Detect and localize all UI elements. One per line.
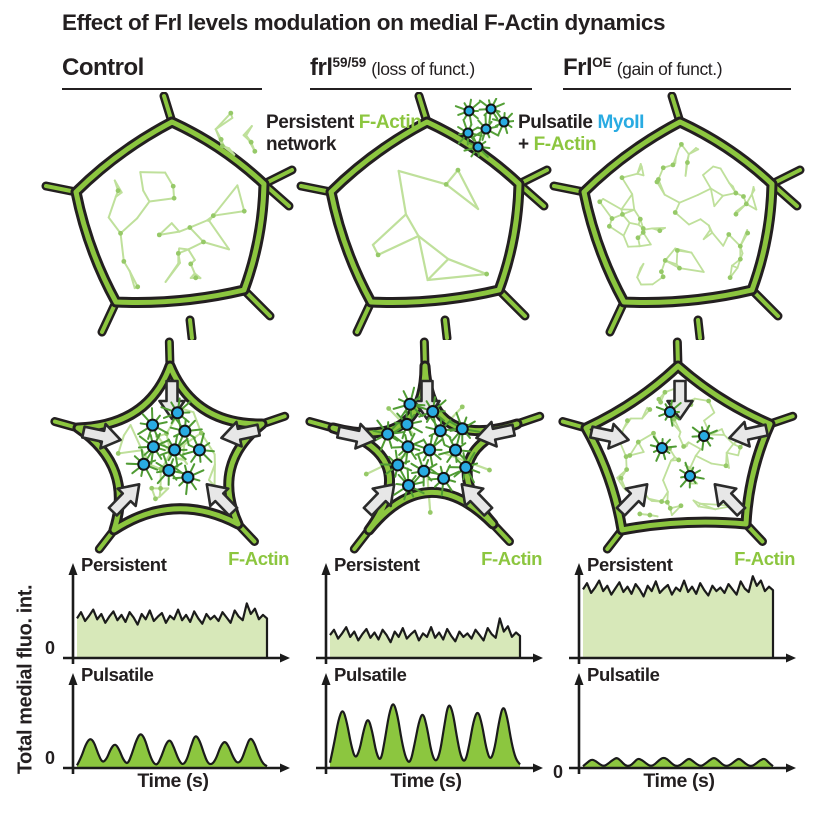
- control-cell-persistent-network: [40, 92, 298, 340]
- frloe-pulsatile-plot: [569, 673, 796, 774]
- time-axis-label: Time (s): [137, 770, 209, 792]
- frloe-persistent-plot: [569, 563, 796, 664]
- legend-myoii-word: MyoII: [597, 112, 644, 133]
- legend-pulsatile-word: Pulsatile: [518, 112, 593, 133]
- legend-pulsatile: Pulsatile MyoII + F-Actin: [518, 112, 644, 156]
- legend-factin-word: F-Actin: [533, 134, 597, 155]
- frl-lof-persistent-chart: Persistent F-Actin: [308, 548, 544, 676]
- frl-oe-pulsatile-chart: Pulsatile 0: [553, 664, 797, 786]
- column-header-frl-lof: frl59/59 (loss of funct.): [310, 54, 532, 90]
- frl-oe-cell-persistent-network: [548, 92, 806, 340]
- header-genotype: Frl: [563, 54, 593, 81]
- frl-lof-cell-persistent-network: [295, 92, 553, 340]
- zero-tick-label: 0: [45, 748, 56, 768]
- factin-series-label: F-Actin: [481, 548, 542, 569]
- factin-series-label: F-Actin: [734, 548, 795, 569]
- time-axis-label: Time (s): [643, 770, 715, 792]
- legend-network-word: network: [266, 134, 337, 155]
- control-persistent-plot: [63, 563, 290, 664]
- pulsatile-label: Pulsatile: [81, 664, 154, 685]
- legend-plus-sign: +: [518, 134, 529, 155]
- persistent-network-icon: [202, 104, 264, 173]
- column-header-control: Control: [62, 54, 262, 90]
- cluster-icon-drawing: [454, 97, 519, 158]
- frl-lof-cell-pulsing: [295, 336, 553, 560]
- header-note: (loss of funct.): [371, 59, 475, 79]
- cell-drawing: [305, 337, 545, 554]
- header-genotype: frl: [310, 54, 333, 81]
- cell-drawing: [296, 92, 552, 340]
- cell-drawing: [50, 337, 290, 554]
- cell-drawing: [41, 92, 297, 340]
- column-header-frl-oe: FrlOE (gain of funct.): [563, 54, 791, 90]
- legend-persistent-word: Persistent: [266, 112, 354, 133]
- zero-tick-label: 0: [553, 762, 564, 782]
- cell-drawing: [549, 92, 805, 340]
- control-cell-pulsing: [40, 336, 298, 560]
- header-superscript: 59/59: [332, 54, 367, 70]
- frl-oe-persistent-chart: Persistent F-Actin: [561, 548, 797, 676]
- persistent-label: Persistent: [587, 554, 673, 575]
- pulsatile-label: Pulsatile: [334, 664, 407, 685]
- frl-persistent-plot: [316, 563, 543, 664]
- persistent-label: Persistent: [81, 554, 167, 575]
- time-axis-label: Time (s): [390, 770, 462, 792]
- zero-tick-label: 0: [45, 638, 56, 658]
- frl-oe-cell-pulsing: [548, 336, 806, 560]
- header-superscript: OE: [592, 54, 612, 70]
- control-pulsatile-plot: [63, 673, 290, 774]
- control-persistent-chart: Persistent F-Actin 0: [45, 548, 291, 676]
- factin-series-label: F-Actin: [228, 548, 289, 569]
- figure-title: Effect of Frl levels modulation on media…: [62, 10, 666, 35]
- pulsatile-label: Pulsatile: [587, 664, 660, 685]
- mesh-icon-drawing: [214, 110, 258, 156]
- frl-lof-pulsatile-chart: Pulsatile: [308, 664, 544, 786]
- legend-persistent: Persistent F-Actin network: [266, 112, 422, 156]
- legend-factin-word: F-Actin: [358, 112, 422, 133]
- header-genotype: Control: [62, 54, 144, 81]
- frl-pulsatile-plot: [316, 673, 543, 774]
- control-pulsatile-chart: Pulsatile 0: [45, 664, 291, 786]
- header-note: (gain of funct.): [616, 59, 723, 79]
- persistent-label: Persistent: [334, 554, 420, 575]
- cell-drawing: [558, 337, 798, 554]
- pulsatile-myoii-icon: [448, 97, 519, 167]
- y-axis-label: Total medial fluo. int.: [14, 584, 37, 775]
